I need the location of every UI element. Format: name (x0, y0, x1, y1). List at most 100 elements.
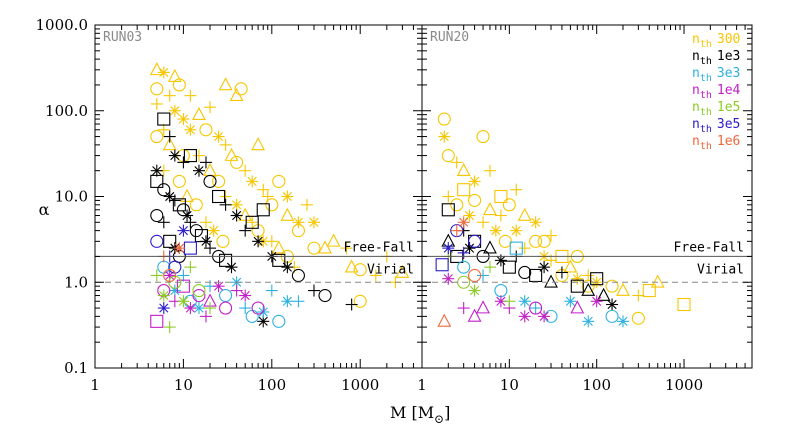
data-point-p1-s5-1 (442, 242, 455, 255)
data-point-p0-s2-13 (281, 295, 294, 308)
data-point-p0-s5-4 (177, 224, 190, 237)
reference-line-label-0-0: Free-Fall (344, 240, 414, 255)
data-point-p0-s0-45 (168, 104, 181, 117)
data-point-p1-s3-8 (538, 310, 551, 323)
data-point-p1-s1-17 (590, 272, 604, 286)
data-point-p1-s0-8 (494, 189, 508, 204)
data-point-p0-s0-17 (150, 82, 164, 96)
data-point-p1-s1-18 (596, 287, 611, 301)
data-point-p0-s1-21 (345, 298, 358, 311)
data-point-p0-s0-41 (344, 259, 359, 273)
data-point-p1-s4-3 (483, 261, 496, 274)
data-point-p0-s1-31 (189, 224, 203, 238)
y-tick-label-2: 10.0 (55, 188, 88, 206)
data-point-p1-s1-14 (555, 266, 568, 279)
data-point-p0-s4-1 (157, 289, 170, 302)
data-point-p1-s2-9 (605, 309, 619, 323)
data-point-p1-s2-4 (518, 295, 531, 308)
data-point-p0-s0-3 (251, 137, 266, 151)
data-point-p0-s2-9 (245, 309, 259, 323)
data-point-p0-s0-11 (353, 263, 367, 277)
data-point-p0-s0-0 (218, 77, 233, 91)
legend-entry-0: nth 300 (692, 32, 740, 50)
legend-sub: th (700, 107, 712, 118)
data-point-p1-s0-7 (483, 164, 496, 177)
data-point-p0-s2-8 (239, 302, 252, 315)
data-point-p1-s2-2 (494, 284, 508, 298)
data-point-p1-s0-28 (457, 183, 471, 197)
data-point-p1-s0-23 (642, 284, 656, 298)
data-point-p0-s1-37 (225, 261, 238, 274)
data-point-p1-s2-3 (509, 241, 523, 255)
legend-entry-1: nth 1e3 (692, 49, 740, 67)
data-point-p1-s1-15 (570, 279, 584, 293)
data-point-p0-s3-13 (251, 301, 265, 315)
data-point-p0-s0-61 (150, 130, 164, 144)
data-point-p0-s0-47 (184, 123, 197, 136)
data-point-p0-s0-28 (212, 130, 225, 143)
data-point-p0-s0-57 (265, 235, 278, 248)
legend-entry-6: nth 1e6 (692, 134, 740, 152)
data-point-p1-s0-43 (581, 279, 595, 293)
data-point-p0-s1-6 (199, 156, 212, 169)
data-point-p1-s0-0 (437, 112, 451, 126)
data-point-p0-s5-5 (183, 241, 197, 255)
data-point-p0-s1-1 (163, 130, 176, 143)
data-point-p0-s0-48 (192, 149, 205, 162)
data-point-p0-s0-5 (272, 174, 286, 188)
data-point-p0-s3-11 (230, 284, 243, 297)
panel-label-0: RUN03 (103, 30, 142, 45)
data-point-p1-s2-8 (582, 315, 595, 328)
y-axis-title: α (39, 200, 50, 219)
data-point-p1-s3-9 (570, 300, 585, 314)
legend-value: 1e4 (717, 83, 741, 98)
data-point-p0-s3-12 (239, 289, 252, 302)
data-point-p1-s3-0 (442, 272, 455, 285)
data-point-p1-s1-10 (518, 265, 532, 280)
data-point-p0-s0-52 (230, 198, 243, 211)
data-point-p0-s1-38 (150, 208, 164, 223)
x-tick-label-1-1: 10 (500, 376, 519, 394)
data-point-p1-s0-29 (463, 209, 476, 222)
data-point-p0-s0-38 (300, 198, 313, 211)
data-point-p0-s0-54 (246, 216, 259, 229)
x-tick-label-1-0: 1 (417, 376, 427, 394)
data-point-p1-s0-42 (571, 272, 584, 285)
data-point-p1-s2-5 (529, 302, 542, 315)
data-point-p0-s4-4 (177, 295, 190, 308)
data-point-p0-s1-20 (318, 288, 332, 303)
data-point-p1-s0-18 (582, 269, 595, 282)
data-point-p1-s2-7 (564, 295, 577, 308)
data-point-p1-s3-1 (457, 302, 470, 315)
panel-0-points (149, 62, 410, 334)
legend-entry-3: nth 1e4 (692, 83, 741, 101)
data-point-p0-s0-20 (163, 89, 176, 102)
x-tick-label-0-3: 1000 (341, 376, 379, 394)
panel-label-1: RUN20 (430, 30, 469, 45)
data-point-p1-s4-2 (468, 284, 481, 297)
legend-value: 1e3 (717, 49, 740, 64)
legend-prefix: n (692, 32, 700, 47)
data-point-p1-s1-19 (606, 298, 619, 311)
data-point-p0-s0-8 (307, 241, 321, 255)
x-tick-label-0-0: 1 (90, 376, 100, 394)
data-point-p1-s3-3 (476, 300, 490, 314)
data-point-p0-s0-9 (318, 240, 332, 254)
data-point-p0-s0-43 (157, 123, 170, 136)
data-point-p1-s3-6 (518, 310, 531, 323)
x-tick-label-0-1: 10 (174, 376, 193, 394)
data-point-p0-s0-34 (257, 183, 270, 196)
reference-line-label-1-0: Free-Fall (674, 240, 744, 255)
data-point-p0-s0-19 (157, 66, 170, 79)
y-tick-label-0: 0.1 (64, 359, 88, 377)
data-point-p0-s0-18 (150, 97, 163, 110)
data-point-p0-s3-7 (199, 310, 212, 323)
data-point-p0-s0-31 (230, 155, 244, 169)
data-point-p0-s0-67 (207, 224, 220, 237)
data-point-p0-s0-63 (172, 174, 186, 188)
legend-value: 3e5 (717, 117, 740, 132)
data-point-p1-s0-5 (468, 175, 481, 188)
data-point-p0-s1-26 (168, 194, 181, 207)
data-point-p1-s2-1 (477, 269, 490, 282)
legend-value: 1e6 (717, 134, 740, 149)
